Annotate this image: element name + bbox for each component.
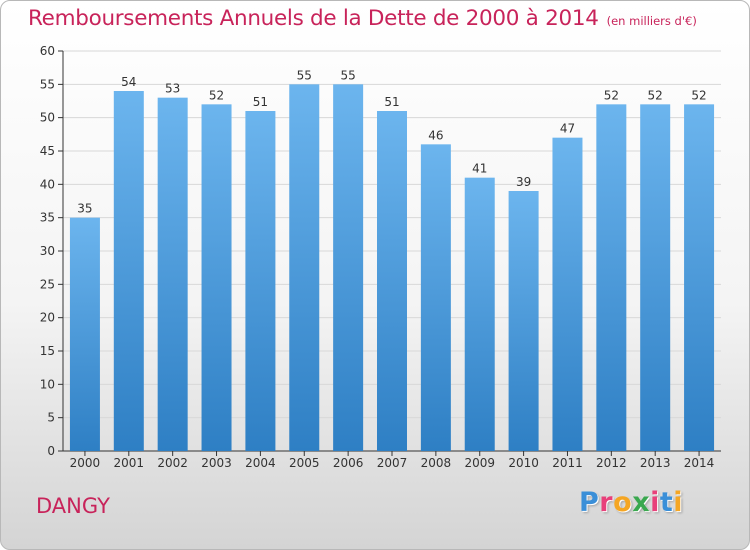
data-label-2009: 41 — [472, 162, 487, 176]
y-tick-label: 10 — [40, 377, 55, 391]
data-label-2012: 52 — [604, 88, 619, 102]
x-tick-label-2010: 2010 — [508, 456, 539, 470]
chart-title: Remboursements Annuels de la Dette de 20… — [28, 6, 697, 31]
bar-2013 — [640, 104, 671, 451]
data-label-2014: 52 — [691, 88, 706, 102]
bar-2003 — [201, 104, 232, 451]
data-label-2000: 35 — [77, 202, 92, 216]
x-tick-label-2006: 2006 — [333, 456, 364, 470]
bar-2008 — [420, 144, 451, 452]
y-tick-label: 25 — [40, 277, 55, 291]
x-tick-label-2002: 2002 — [157, 456, 188, 470]
logo-letter: x — [632, 487, 651, 518]
y-tick-label: 40 — [40, 177, 55, 191]
data-label-2004: 51 — [253, 95, 268, 109]
bar-2006 — [333, 84, 364, 451]
x-tick-label-2001: 2001 — [114, 456, 145, 470]
proxiti-logo[interactable]: Proxiti — [579, 487, 683, 518]
bar-2000 — [69, 217, 100, 451]
bar-2012 — [596, 104, 627, 451]
bar-2011 — [552, 137, 583, 451]
bar-2010 — [508, 191, 539, 451]
x-tick-label-2007: 2007 — [377, 456, 408, 470]
bar-2002 — [157, 97, 188, 452]
bar-2005 — [289, 84, 320, 451]
x-tick-label-2011: 2011 — [552, 456, 583, 470]
x-tick-label-2012: 2012 — [596, 456, 627, 470]
y-tick-label: 20 — [40, 311, 55, 325]
y-tick-label: 0 — [47, 444, 55, 458]
y-tick-label: 15 — [40, 344, 55, 358]
data-label-2001: 54 — [121, 75, 136, 89]
x-tick-label-2003: 2003 — [201, 456, 232, 470]
y-tick-label: 5 — [47, 411, 55, 425]
data-label-2003: 52 — [209, 88, 224, 102]
x-tick-label-2008: 2008 — [421, 456, 452, 470]
y-tick-label: 45 — [40, 144, 55, 158]
logo-letter: t — [659, 487, 674, 518]
data-label-2007: 51 — [384, 95, 399, 109]
data-label-2002: 53 — [165, 82, 180, 96]
chart-title-text: Remboursements Annuels de la Dette de 20… — [28, 6, 599, 31]
logo-letter: i — [650, 487, 660, 518]
bar-2001 — [113, 91, 144, 451]
y-tick-label: 55 — [40, 77, 55, 91]
data-label-2011: 47 — [560, 122, 575, 136]
bar-2014 — [684, 104, 715, 451]
x-tick-label-2009: 2009 — [464, 456, 495, 470]
chart-subtitle: (en milliers d'€) — [606, 14, 697, 28]
bar-2004 — [245, 111, 276, 451]
y-tick-label: 30 — [40, 244, 55, 258]
data-label-2005: 55 — [297, 68, 312, 82]
bar-2007 — [377, 111, 407, 451]
x-tick-label-2013: 2013 — [640, 456, 671, 470]
logo-letter: i — [673, 487, 684, 518]
bar-2009 — [464, 177, 495, 451]
y-tick-label: 35 — [40, 211, 55, 225]
logo-letter: r — [599, 487, 614, 518]
logo-letter: P — [579, 487, 600, 518]
y-tick-label: 60 — [40, 44, 55, 58]
x-tick-label-2005: 2005 — [289, 456, 320, 470]
x-tick-label-2004: 2004 — [245, 456, 276, 470]
x-tick-label-2014: 2014 — [684, 456, 715, 470]
data-label-2010: 39 — [516, 175, 531, 189]
logo-letter: o — [613, 487, 633, 518]
data-label-2013: 52 — [648, 88, 663, 102]
data-label-2006: 55 — [340, 68, 355, 82]
y-tick-label: 50 — [40, 111, 55, 125]
x-tick-label-2000: 2000 — [70, 456, 101, 470]
data-label-2008: 46 — [428, 128, 443, 142]
place-name: DANGY — [36, 494, 110, 518]
